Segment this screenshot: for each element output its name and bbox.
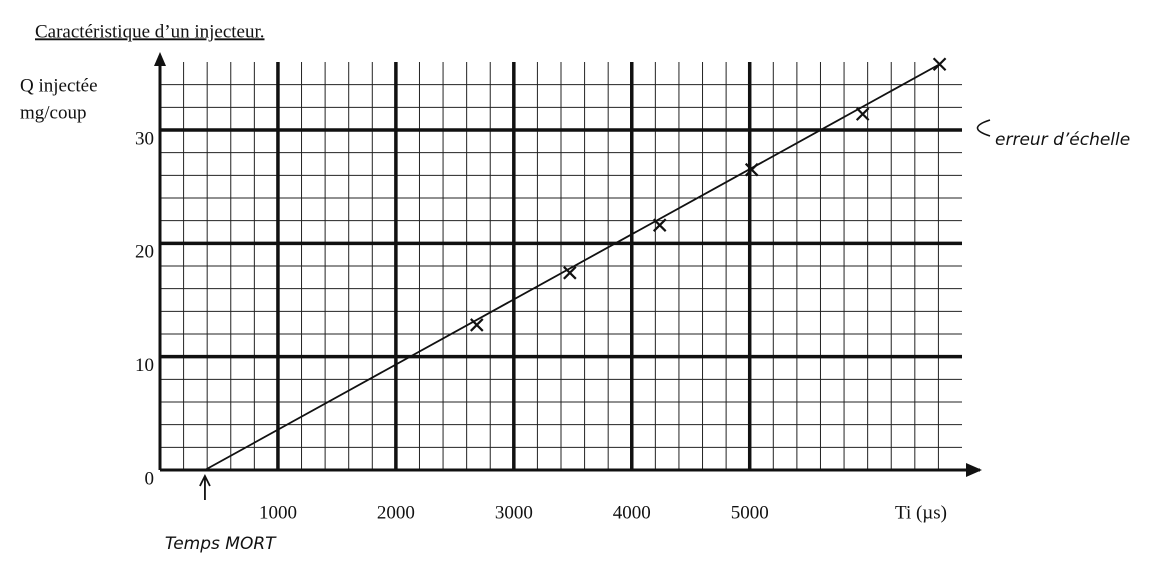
- annotation: erreur d’échelle: [995, 130, 1130, 150]
- x-tick-label: 4000: [613, 502, 651, 523]
- x-tick-label: 3000: [495, 502, 533, 523]
- point: [855, 107, 870, 121]
- y-axis-label: mg/coup: [20, 102, 87, 123]
- chart-title: Caractéristique d’un injecteur.: [35, 21, 265, 42]
- y-axis-label: Q injectée: [20, 75, 98, 96]
- y-axis-arrow: [154, 52, 166, 66]
- y-tick-label: 30: [135, 128, 154, 149]
- x-tick-label: 5000: [731, 502, 769, 523]
- x-axis-arrow: [966, 463, 982, 477]
- point: [744, 162, 759, 177]
- grid: [160, 62, 962, 470]
- point: [470, 318, 484, 332]
- fit-line: [204, 63, 941, 471]
- x-tick-label: 2000: [377, 502, 415, 523]
- point: [563, 266, 577, 280]
- y-tick-label: 20: [135, 242, 154, 263]
- point: [932, 57, 947, 72]
- x-tick-label: 1000: [259, 502, 297, 523]
- annotation-arrow: [199, 473, 211, 500]
- annotation: Temps MORT: [165, 534, 277, 554]
- y-tick-label: 10: [135, 355, 154, 376]
- annotation-bracket: [976, 119, 991, 137]
- x-axis-label: Ti (µs): [895, 502, 947, 523]
- y-tick-label: 0: [145, 468, 155, 489]
- point: [652, 218, 667, 232]
